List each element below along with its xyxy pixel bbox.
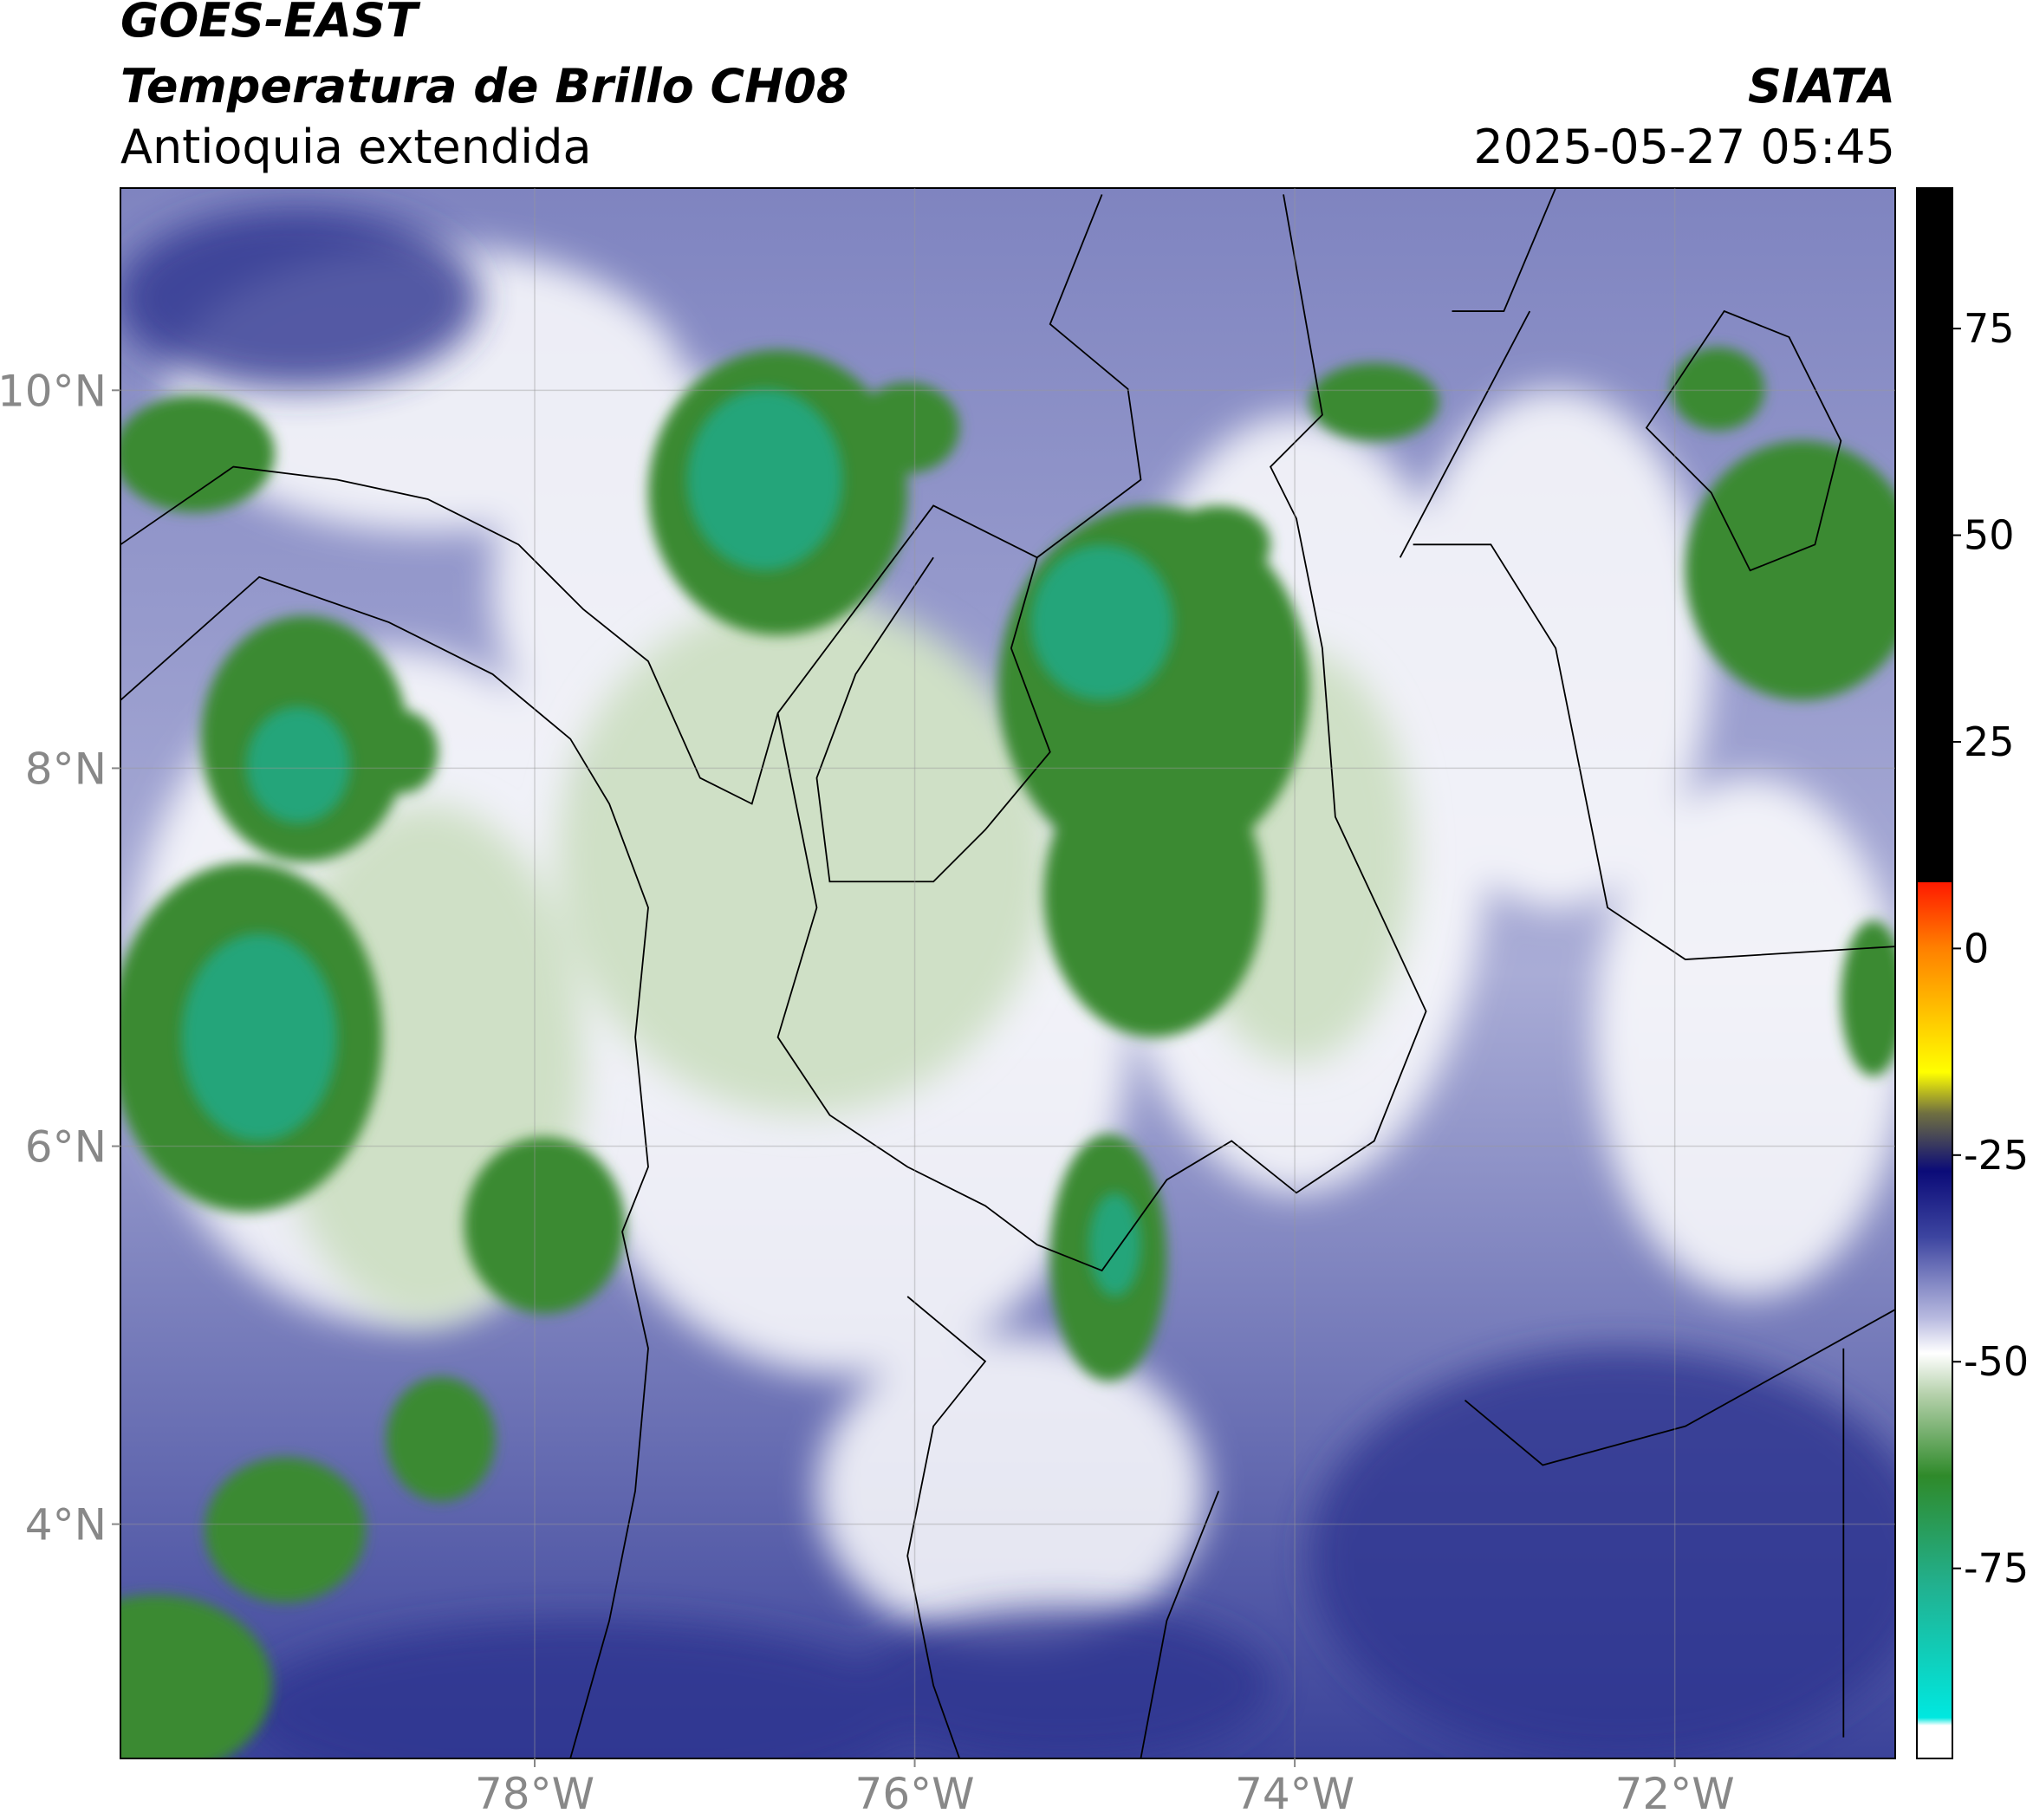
datetime: 2025-05-27 05:45 <box>1473 120 1895 174</box>
colorbar-tick-label: -50 <box>1964 1338 2029 1385</box>
colorbar-tick-label: 25 <box>1964 718 2015 765</box>
borders <box>120 188 1895 1758</box>
y-tick-label: 4°N <box>25 1500 107 1550</box>
x-tick-label: 76°W <box>855 1769 975 1819</box>
colorbar-tick-label: 50 <box>1964 512 2015 559</box>
y-tick-label: 10°N <box>0 366 107 416</box>
colorbar <box>1916 187 1953 1759</box>
y-tick-label: 6°N <box>25 1122 107 1173</box>
y-tick-label: 8°N <box>25 744 107 794</box>
colorbar-tick-label: -75 <box>1964 1545 2029 1592</box>
title: GOES-EAST <box>120 0 421 48</box>
x-tick-label: 74°W <box>1235 1769 1354 1819</box>
subtitle: Temperatura de Brillo CH08 <box>120 59 849 114</box>
map-frame <box>120 187 1896 1759</box>
map-imagery <box>120 188 1895 1758</box>
colorbar-tick-label: 75 <box>1964 305 2015 352</box>
colorbar-tick-label: 0 <box>1964 925 1989 972</box>
x-tick-label: 78°W <box>475 1769 594 1819</box>
region: Antioquia extendida <box>120 120 592 174</box>
x-tick-label: 72°W <box>1615 1769 1735 1819</box>
source: SIATA <box>1748 59 1895 114</box>
grid <box>120 188 1895 1758</box>
colorbar-tick-label: -25 <box>1964 1132 2029 1179</box>
